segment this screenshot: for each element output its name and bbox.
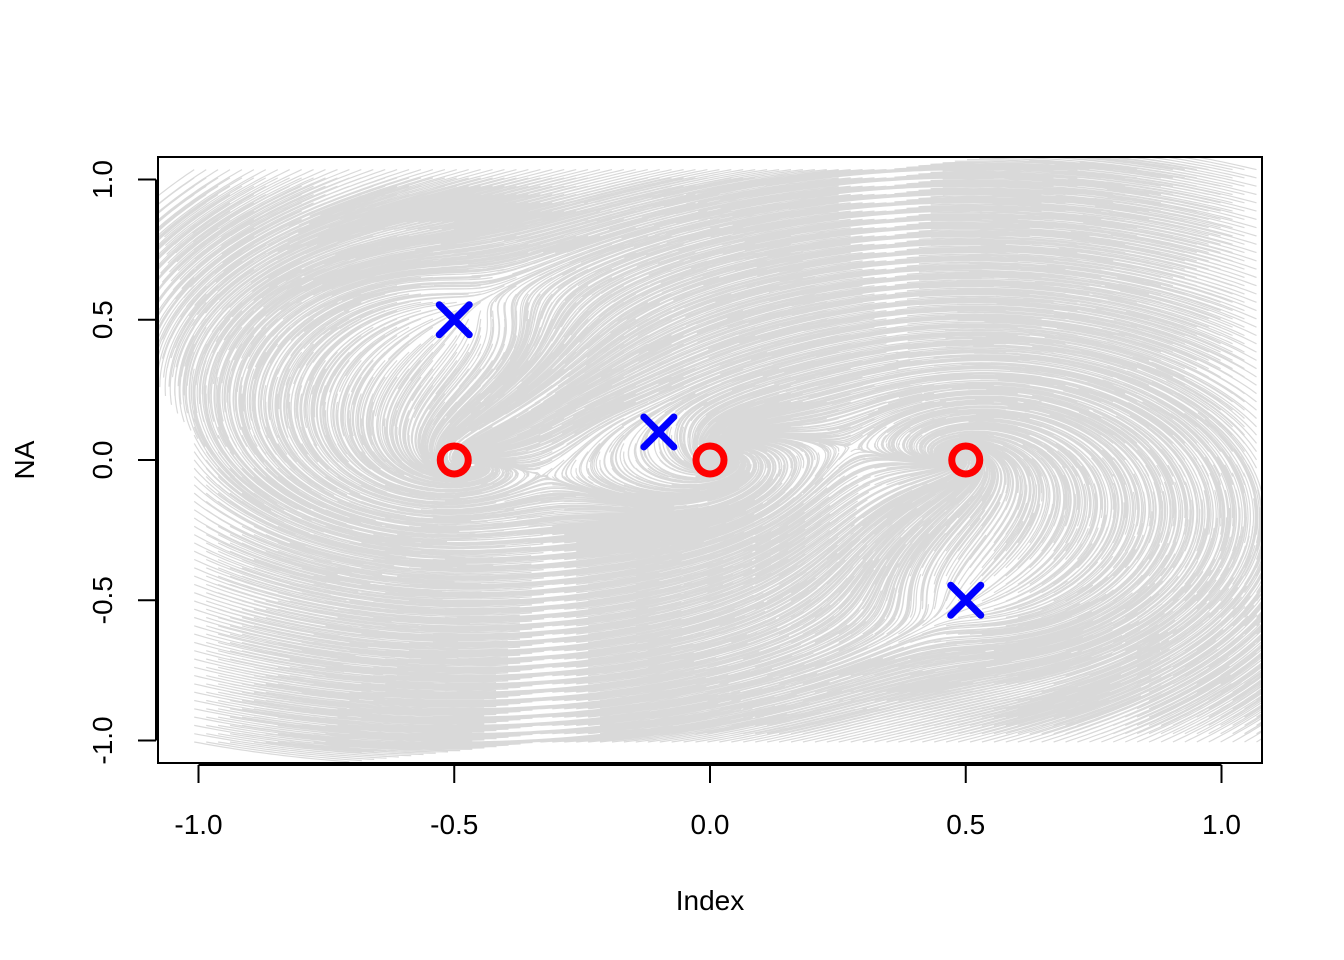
circle-marker — [436, 442, 472, 478]
x-axis-label: Index — [676, 885, 745, 916]
y-tick-label: 1.0 — [87, 160, 118, 199]
trajectory-paths — [158, 157, 1262, 763]
circle-marker — [692, 442, 728, 478]
plot-area-frame — [157, 156, 1263, 764]
cross-marker — [640, 413, 678, 451]
x-tick-label: -0.5 — [430, 809, 478, 840]
x-tick-label: -1.0 — [174, 809, 222, 840]
cross-marker — [947, 581, 985, 619]
y-axis: -1.0 -0.5 0.0 0.5 1.0 — [87, 160, 157, 765]
x-tick-label: 1.0 — [1202, 809, 1241, 840]
x-axis: -1.0 -0.5 0.0 0.5 1.0 — [174, 764, 1241, 840]
flow-trajectories — [158, 157, 1262, 763]
circle-marker — [948, 442, 984, 478]
y-tick-label: -0.5 — [87, 576, 118, 624]
cross-marker — [435, 301, 473, 339]
x-tick-label: 0.5 — [946, 809, 985, 840]
x-tick-label: 0.0 — [691, 809, 730, 840]
y-tick-label: -1.0 — [87, 716, 118, 764]
markers-layer — [435, 301, 985, 619]
y-tick-label: 0.0 — [87, 441, 118, 480]
y-axis-label: NA — [9, 440, 40, 479]
y-tick-label: 0.5 — [87, 300, 118, 339]
